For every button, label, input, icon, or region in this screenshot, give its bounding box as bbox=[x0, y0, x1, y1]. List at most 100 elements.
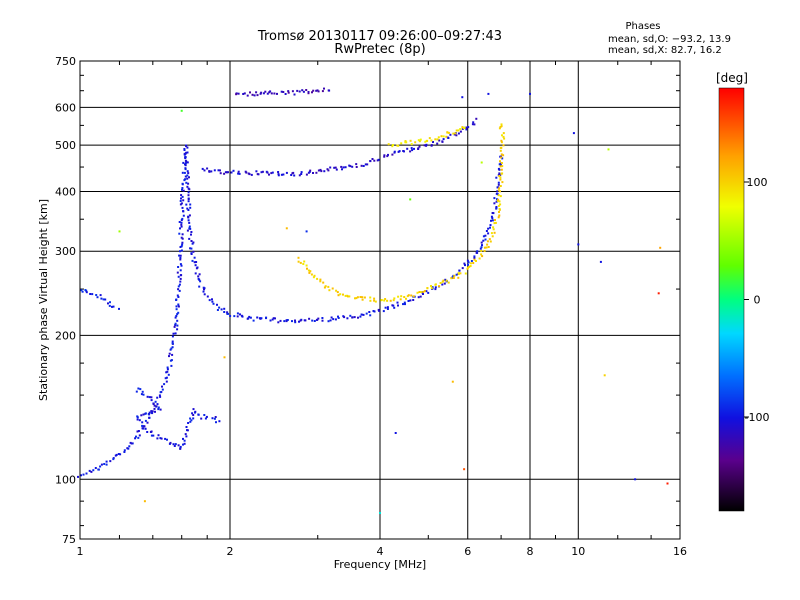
data-point bbox=[377, 308, 380, 311]
data-point bbox=[307, 92, 310, 95]
data-point bbox=[171, 353, 174, 356]
data-point bbox=[180, 245, 183, 248]
data-point bbox=[192, 414, 195, 416]
data-point bbox=[189, 203, 192, 206]
data-point bbox=[268, 173, 270, 176]
data-point bbox=[409, 299, 412, 302]
data-point bbox=[302, 263, 305, 265]
data-point bbox=[177, 288, 180, 291]
data-point bbox=[195, 261, 198, 263]
data-point bbox=[129, 441, 132, 444]
data-point bbox=[394, 432, 397, 434]
data-point bbox=[657, 292, 660, 295]
data-point bbox=[218, 420, 221, 423]
data-point bbox=[501, 165, 504, 168]
data-point bbox=[489, 224, 492, 227]
data-point bbox=[128, 445, 131, 448]
data-point bbox=[180, 223, 183, 226]
data-point bbox=[498, 200, 501, 203]
data-point bbox=[291, 90, 294, 93]
data-point bbox=[260, 317, 263, 320]
data-point bbox=[498, 175, 501, 177]
data-point bbox=[189, 206, 192, 209]
data-point bbox=[457, 272, 460, 275]
data-point bbox=[135, 390, 138, 393]
data-point bbox=[187, 422, 190, 424]
data-point bbox=[334, 318, 337, 321]
data-point bbox=[193, 256, 196, 259]
data-point bbox=[430, 287, 433, 290]
data-point bbox=[465, 128, 468, 131]
data-point bbox=[492, 212, 495, 215]
data-point bbox=[283, 320, 286, 323]
data-point bbox=[178, 289, 181, 292]
data-point bbox=[434, 286, 437, 289]
data-point bbox=[203, 293, 206, 296]
colorbar-tick-label: 0 bbox=[754, 294, 761, 307]
data-point bbox=[409, 150, 412, 153]
data-point bbox=[373, 159, 376, 162]
data-point bbox=[251, 93, 254, 96]
data-point bbox=[328, 89, 331, 92]
data-point bbox=[497, 216, 500, 219]
data-point bbox=[498, 187, 501, 190]
data-point bbox=[499, 176, 502, 179]
data-point bbox=[175, 315, 178, 317]
data-point bbox=[230, 171, 233, 174]
data-point bbox=[190, 240, 193, 242]
data-point bbox=[181, 195, 184, 198]
data-point bbox=[85, 289, 88, 292]
data-point bbox=[309, 270, 312, 273]
data-point bbox=[168, 352, 171, 355]
data-point bbox=[309, 169, 312, 172]
data-point bbox=[442, 279, 445, 282]
data-point bbox=[459, 130, 462, 133]
data-point bbox=[311, 91, 313, 94]
data-point bbox=[470, 260, 473, 262]
data-point bbox=[417, 139, 420, 142]
data-point bbox=[150, 399, 153, 402]
data-point bbox=[210, 170, 213, 173]
data-point bbox=[150, 411, 153, 414]
data-point bbox=[451, 276, 454, 279]
x-tick-labels: 1 2 4 6 8 10 16 bbox=[77, 545, 688, 558]
data-point bbox=[396, 301, 399, 304]
data-point bbox=[412, 295, 415, 298]
data-point bbox=[183, 153, 186, 156]
data-point bbox=[150, 434, 153, 437]
data-point bbox=[189, 420, 192, 423]
data-point bbox=[216, 309, 219, 311]
data-point bbox=[187, 216, 190, 219]
data-point bbox=[142, 393, 145, 396]
data-point bbox=[529, 92, 531, 95]
data-point bbox=[192, 250, 195, 253]
data-point bbox=[501, 181, 504, 184]
data-point bbox=[419, 138, 422, 141]
data-point bbox=[135, 435, 137, 438]
data-point bbox=[130, 442, 133, 445]
data-point bbox=[321, 90, 324, 93]
data-point bbox=[495, 176, 498, 179]
data-point bbox=[424, 140, 427, 143]
data-point bbox=[442, 138, 445, 141]
data-point bbox=[100, 463, 103, 466]
data-point bbox=[483, 246, 486, 249]
data-point bbox=[193, 261, 196, 264]
data-point bbox=[85, 291, 88, 294]
y-tick-label: 400 bbox=[55, 185, 76, 198]
data-point bbox=[155, 405, 158, 408]
data-point bbox=[320, 170, 323, 173]
plot-frame bbox=[79, 60, 681, 540]
data-point bbox=[235, 93, 238, 96]
data-point bbox=[253, 94, 256, 97]
data-point bbox=[270, 172, 273, 175]
data-point bbox=[187, 172, 190, 175]
data-point bbox=[491, 235, 494, 238]
data-point bbox=[463, 262, 466, 265]
data-point bbox=[108, 304, 111, 307]
data-point bbox=[157, 408, 160, 411]
data-point bbox=[493, 202, 496, 205]
data-point bbox=[180, 221, 183, 224]
data-point bbox=[255, 170, 258, 173]
data-point bbox=[237, 172, 240, 175]
